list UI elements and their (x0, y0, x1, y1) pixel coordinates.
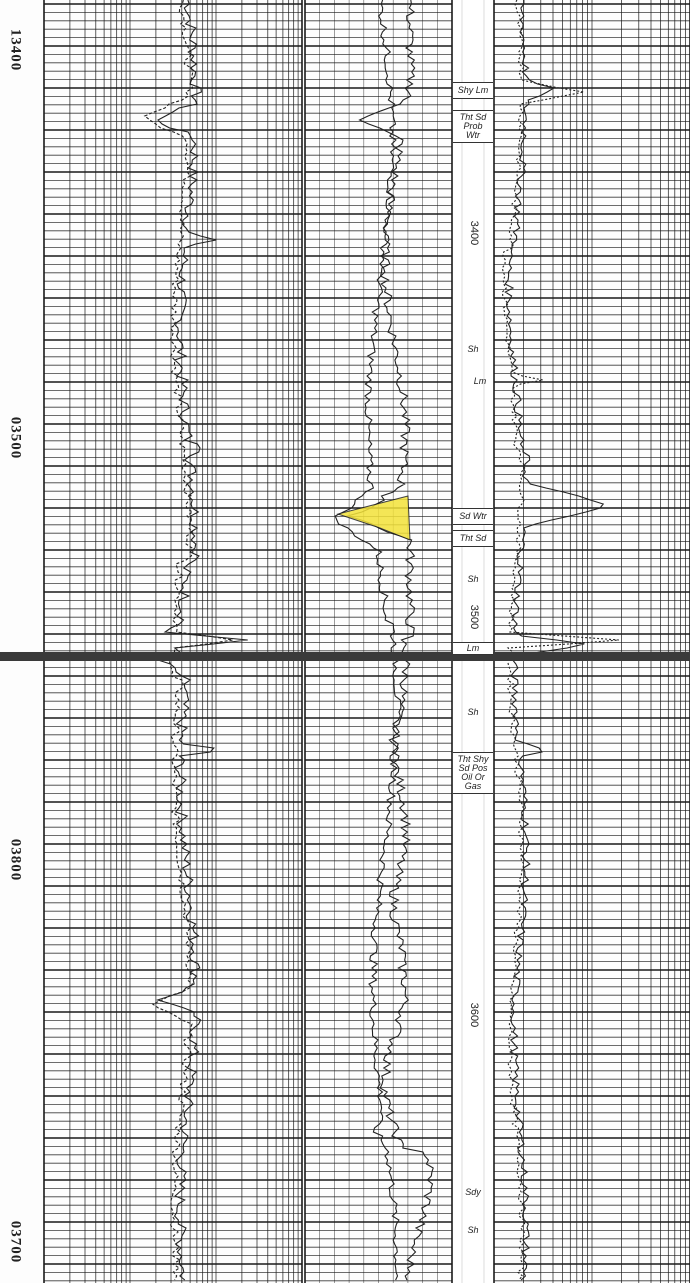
depth-label: 13400 (7, 28, 24, 72)
lithology-label: Sh (467, 707, 479, 717)
grid-vertical (304, 0, 453, 1283)
grid-vertical (43, 0, 303, 1283)
depth-label: 03800 (7, 838, 24, 882)
lithology-label: Tht Sd (453, 530, 493, 547)
lithology-label: Sdy (465, 1187, 481, 1197)
splice-bar (0, 652, 690, 661)
lithology-column (452, 0, 494, 1283)
lithology-label: Tht Sd Prob Wtr (453, 110, 493, 143)
curve-sp-secondary (334, 0, 402, 1281)
grid-horizontal-heavy (44, 3, 690, 1265)
lithology-label: Lm (473, 376, 487, 386)
track-depth-label: 3400 (468, 220, 480, 246)
lithology-label: Sh (467, 1225, 479, 1235)
lithology-label: Lm (453, 642, 493, 655)
grid-vertical (493, 0, 690, 1283)
lithology-label: Sh (467, 574, 479, 584)
depth-label: 03500 (7, 416, 24, 460)
depth-label: 03700 (7, 1220, 24, 1264)
grid-horizontal (44, 3, 690, 1282)
curve-shallow-resistivity (143, 0, 233, 1281)
curve-right-deep (504, 0, 605, 1281)
lithology-label: Tht Shy Sd Pos Oil Or Gas (453, 752, 493, 794)
track-depth-label: 3600 (468, 1002, 480, 1028)
curve-sp (345, 0, 434, 1281)
lithology-label: Sd Wtr (453, 508, 493, 525)
lithology-label: Shy Lm (453, 82, 493, 99)
curve-right-shallow (501, 0, 619, 1281)
sand-highlight (336, 495, 411, 541)
lithology-label: Sh (467, 344, 479, 354)
track-depth-label: 3500 (468, 604, 480, 630)
curve-deep-resistivity (155, 0, 248, 1281)
